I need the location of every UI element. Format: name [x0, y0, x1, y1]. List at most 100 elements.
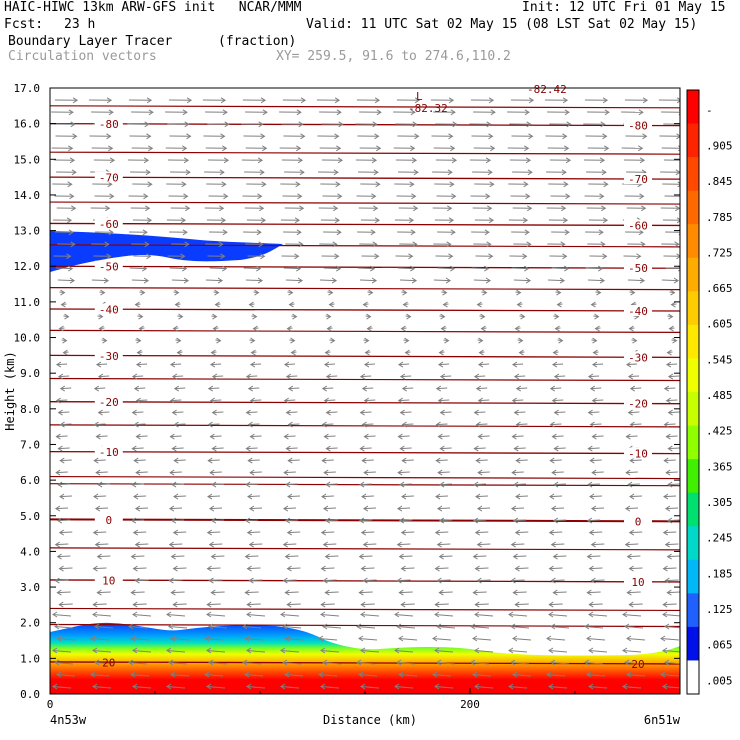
circulation-vector-head [249, 361, 256, 368]
circulation-vector-head [248, 505, 255, 512]
circulation-vector-head [133, 385, 140, 392]
circulation-vector [475, 531, 489, 534]
circulation-vector [474, 650, 494, 653]
circulation-vector-head [548, 565, 554, 572]
y-tick-label: 2.0 [20, 617, 40, 630]
circulation-vector [321, 603, 335, 606]
circulation-vector-head [662, 611, 668, 618]
circulation-vector [326, 483, 338, 486]
circulation-vector-head [130, 553, 136, 560]
circulation-vector [168, 626, 188, 629]
circulation-vector [515, 567, 529, 570]
circulation-vector-head [399, 373, 406, 380]
circulation-vector-head [324, 553, 330, 560]
temperature-contour-label: -30 [628, 351, 648, 364]
circulation-vector-head [324, 349, 330, 356]
circulation-vector-head [361, 421, 367, 428]
circulation-vector-head [285, 409, 291, 416]
circulation-vector [590, 459, 602, 462]
circulation-vector [587, 555, 601, 558]
circulation-vector-head [172, 601, 178, 608]
circulation-vector-head [130, 671, 136, 678]
colorbar-segment [687, 626, 699, 661]
circulation-vector-head [599, 157, 606, 164]
circulation-vector-head [134, 577, 140, 584]
circulation-vector-head [470, 659, 476, 666]
contour-label-bg [624, 397, 652, 409]
circulation-vector-head [284, 589, 290, 596]
temperature-contour-line [50, 287, 680, 291]
temperature-contour-label: 10 [631, 576, 644, 589]
circulation-vector-head [474, 529, 481, 536]
circulation-vector-head [280, 611, 286, 618]
circulation-vector-head [664, 577, 670, 584]
circulation-vector [250, 471, 262, 474]
circulation-vector-head [208, 659, 214, 666]
circulation-vector-head [442, 289, 448, 296]
circulation-vector-head [98, 325, 104, 332]
circulation-vector-head [435, 421, 441, 428]
circulation-vector-head [553, 373, 560, 380]
circulation-vector [280, 686, 300, 689]
circulation-vector-head [299, 205, 305, 212]
circulation-vector-head [54, 505, 61, 512]
circulation-vector [172, 447, 184, 450]
circulation-vector [478, 363, 490, 366]
circulation-vector-head [92, 601, 98, 608]
circulation-vector-head [639, 157, 646, 164]
circulation-vector [321, 567, 335, 570]
colorbar-label: .005 [706, 674, 733, 687]
circulation-vector-head [450, 109, 456, 116]
circulation-vector [516, 459, 528, 462]
temperature-contour-line [50, 222, 680, 227]
circulation-vector [397, 579, 411, 582]
circulation-vector-head [146, 133, 152, 140]
circulation-vector [584, 662, 604, 665]
circulation-vector-head [591, 433, 597, 440]
upper-tracer-region [50, 231, 283, 272]
circulation-vector-head [410, 145, 416, 152]
circulation-vector [400, 375, 412, 378]
circulation-vector-head [330, 337, 336, 344]
circulation-vector-head [662, 647, 668, 654]
circulation-vector-head [436, 623, 442, 630]
temperature-contour-label: 20 [102, 656, 115, 669]
circulation-vector-head [183, 277, 190, 284]
circulation-vector-head [108, 145, 114, 152]
circulation-vector [210, 471, 222, 474]
temperature-contour-line [50, 401, 680, 405]
circulation-vector [515, 531, 529, 534]
circulation-vector-head [513, 481, 519, 488]
circulation-vector-head [436, 659, 442, 666]
circulation-vector-head [326, 313, 332, 320]
circulation-vector-head [434, 683, 440, 690]
circulation-vector-head [508, 647, 514, 654]
circulation-vector-head [625, 433, 631, 440]
circulation-vector-head [57, 409, 63, 416]
circulation-vector-head [207, 493, 213, 500]
circulation-vector-head [174, 289, 180, 296]
circulation-vector [283, 267, 301, 270]
circulation-vector-head [248, 541, 254, 548]
circulation-vector [206, 650, 226, 653]
circulation-vector-head [106, 97, 113, 104]
circulation-vector-head [372, 241, 378, 248]
circulation-vector [516, 387, 528, 390]
temperature-contour-label: -40 [99, 304, 119, 317]
circulation-vector [440, 483, 452, 486]
circulation-vector-head [522, 253, 528, 260]
circulation-vector-head [677, 181, 680, 188]
circulation-vector [358, 638, 378, 641]
circulation-vector [398, 638, 418, 641]
forecast-label: Fcst: [4, 17, 44, 32]
circulation-vector [285, 555, 299, 558]
circulation-vector-head [284, 517, 291, 524]
circulation-vector-head [450, 229, 456, 236]
y-tick-label: 15.0 [14, 153, 41, 166]
circulation-vector [664, 662, 680, 665]
circulation-vector-head [206, 601, 212, 608]
circulation-vector [96, 471, 108, 474]
circulation-vector-head [488, 97, 495, 104]
circulation-vector [54, 662, 74, 665]
circulation-vector [59, 603, 73, 606]
